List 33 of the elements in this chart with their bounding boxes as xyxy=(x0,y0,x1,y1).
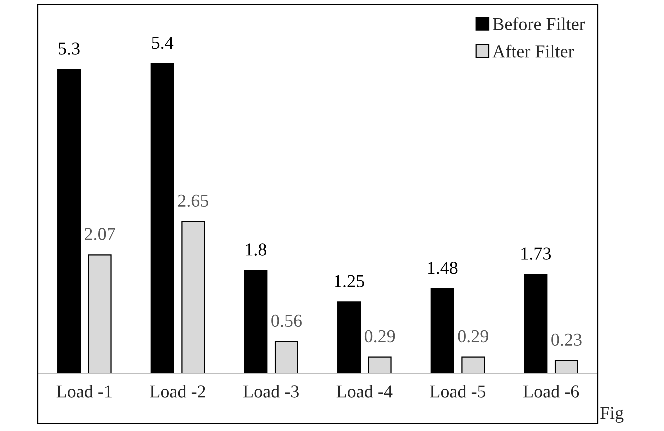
x-tick-label: Load -6 xyxy=(524,385,580,398)
bar xyxy=(462,356,486,374)
bar xyxy=(368,356,392,374)
data-label: 0.23 xyxy=(552,334,582,346)
data-label: 0.29 xyxy=(364,330,396,343)
data-label: 0.29 xyxy=(458,330,488,343)
x-tick-label: Load -3 xyxy=(244,385,299,398)
data-label: 2.07 xyxy=(85,228,116,240)
x-tick-label: Load -4 xyxy=(336,385,393,398)
bar xyxy=(58,69,82,374)
data-label: 1.73 xyxy=(522,248,552,260)
bar xyxy=(274,341,298,374)
legend-label: Before Filter xyxy=(493,18,586,30)
text: Fig xyxy=(600,407,624,423)
bar xyxy=(430,288,454,374)
bar xyxy=(338,302,362,374)
bar xyxy=(244,270,268,374)
data-label: 5.4 xyxy=(152,37,174,50)
bar xyxy=(88,254,112,374)
bar xyxy=(150,63,174,374)
data-label: 0.56 xyxy=(272,314,302,328)
data-label: 1.25 xyxy=(335,275,364,288)
data-label: 2.65 xyxy=(178,194,208,208)
bar xyxy=(554,360,578,374)
x-tick-label: Load -2 xyxy=(150,385,206,398)
data-label: 1.48 xyxy=(428,262,458,274)
data-label: 5.3 xyxy=(59,42,80,55)
data-label: 1.8 xyxy=(246,244,267,256)
legend-label: After Filter xyxy=(492,44,574,58)
x-tick-label: Load -5 xyxy=(430,385,486,398)
x-tick-label: Load -1 xyxy=(56,385,112,398)
bar xyxy=(182,221,206,374)
bar xyxy=(524,274,548,374)
